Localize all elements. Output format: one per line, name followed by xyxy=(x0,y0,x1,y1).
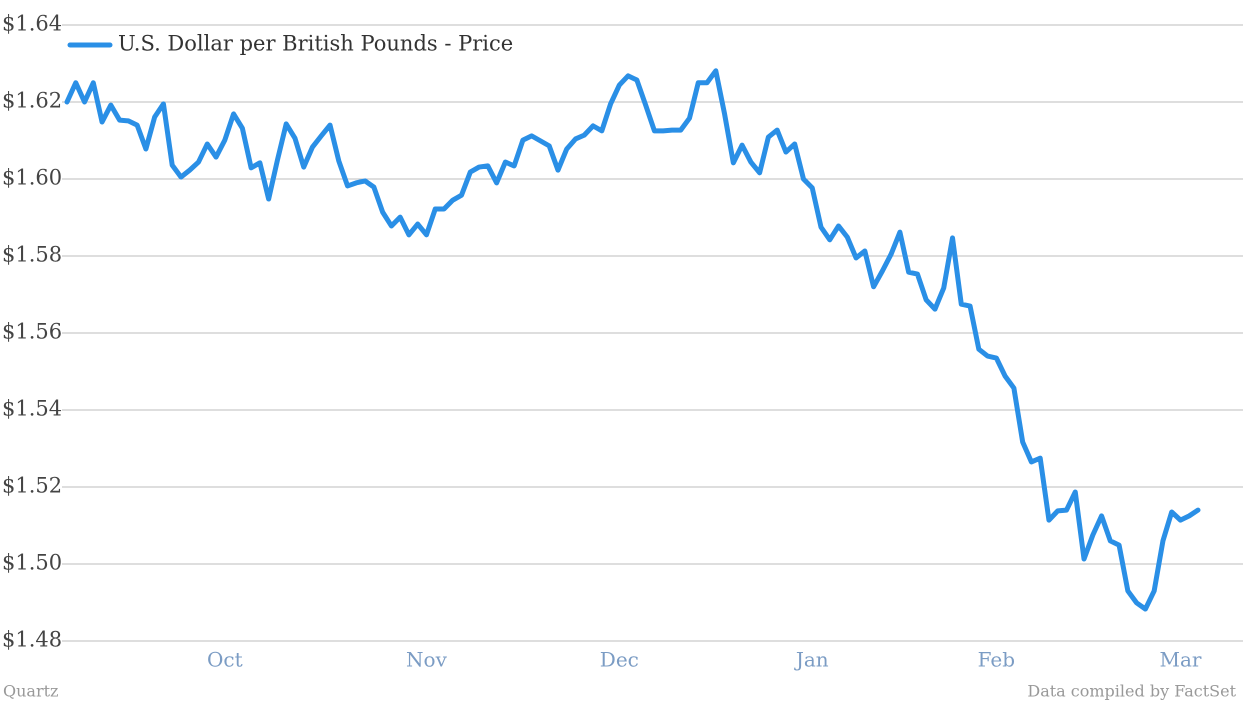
x-tick-label: Jan xyxy=(794,648,829,672)
x-tick-label: Feb xyxy=(978,648,1015,672)
x-tick-label: Nov xyxy=(406,648,448,672)
x-tick-label: Oct xyxy=(207,648,243,672)
y-tick-label: $1.52 xyxy=(2,474,62,498)
legend-label: U.S. Dollar per British Pounds - Price xyxy=(118,32,513,56)
line-series xyxy=(64,68,1201,612)
x-tick-label: Dec xyxy=(600,648,639,672)
credit: Quartz xyxy=(3,682,58,701)
y-tick-label: $1.64 xyxy=(2,12,62,36)
y-tick-label: $1.48 xyxy=(2,628,62,652)
y-tick-label: $1.50 xyxy=(2,551,62,575)
source: Data compiled by FactSet xyxy=(1027,682,1236,701)
y-tick-label: $1.62 xyxy=(2,89,62,113)
x-tick-label: Mar xyxy=(1159,648,1201,672)
y-tick-label: $1.58 xyxy=(2,243,62,267)
y-tick-label: $1.60 xyxy=(2,166,62,190)
y-tick-label: $1.56 xyxy=(2,320,62,344)
y-tick-label: $1.54 xyxy=(2,397,62,421)
